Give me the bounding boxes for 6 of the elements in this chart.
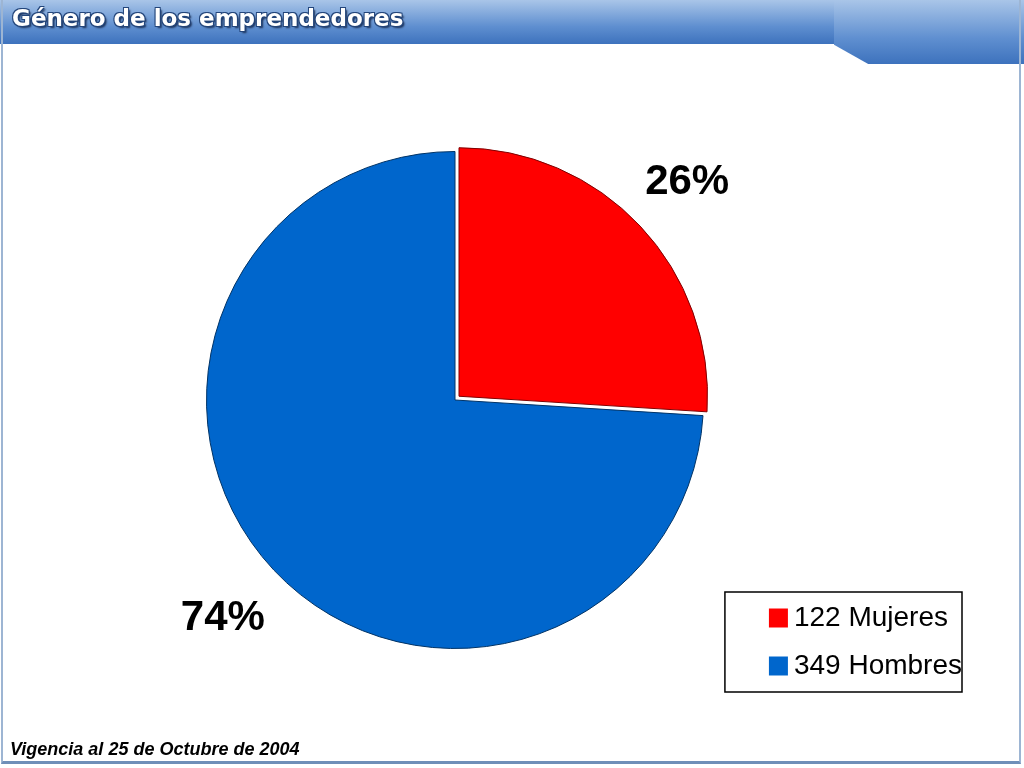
legend-label: 122 Mujeres bbox=[793, 600, 949, 632]
data-label: 26% bbox=[645, 155, 730, 203]
legend-label: 349 Hombres bbox=[793, 648, 963, 680]
text: Vigencia al 25 de Octubre de 2004 bbox=[10, 739, 300, 760]
chart-title: Género de los emprendedores bbox=[12, 5, 404, 31]
data-label: 74% bbox=[180, 591, 265, 639]
